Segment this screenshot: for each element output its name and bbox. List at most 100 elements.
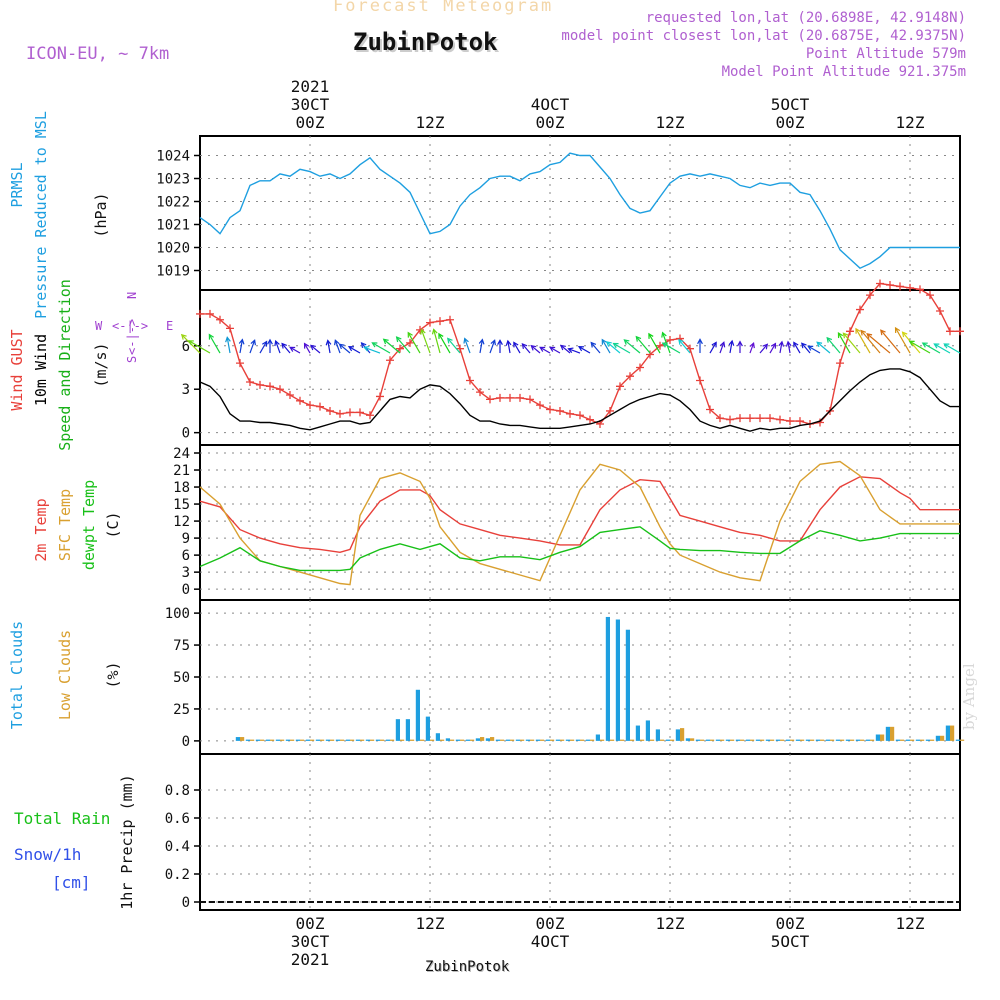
top-axis-label: 5OCT	[771, 95, 810, 114]
cloud-bar	[815, 739, 820, 741]
series-line	[199, 368, 960, 432]
cloud-bar	[600, 739, 605, 741]
y-tick-label: 24	[173, 446, 190, 462]
wind-arrow-head	[880, 329, 886, 336]
wind-arrow	[934, 343, 951, 354]
precip-unit: 1hr Precip (mm)	[118, 774, 136, 909]
gust-marker	[736, 414, 744, 423]
wind-arrow-head	[539, 346, 546, 352]
y-tick-label: 3	[182, 382, 190, 398]
wind-arrow-head	[921, 342, 928, 348]
gust-marker	[236, 359, 244, 368]
clouds-unit: (%)	[104, 661, 122, 688]
wind-arrow-head	[261, 340, 268, 347]
wind-arrow-head	[180, 333, 187, 340]
cloud-bar	[470, 739, 475, 741]
cloud-bar	[945, 725, 950, 741]
y-tick-label: 12	[173, 514, 190, 530]
panels: 1019102010211022102310240360369121518212…	[156, 135, 965, 911]
pressure-unit: (hPa)	[92, 192, 110, 237]
wind-arrow	[447, 338, 461, 354]
wind-arrow	[364, 346, 381, 354]
wind-arrow-head	[770, 342, 777, 349]
wind-arrow	[855, 328, 871, 354]
cloud-bar	[770, 739, 775, 741]
wind-arrow-head	[826, 336, 833, 343]
cloud-bar	[560, 739, 565, 741]
cloud-bar	[255, 739, 260, 741]
wind-arrow-head	[513, 341, 519, 348]
y-tick-label: 0	[182, 734, 190, 750]
cloud-bar	[790, 739, 795, 741]
cloud-bar	[800, 739, 805, 741]
wind-arrow	[779, 341, 783, 354]
wind-arrow-head	[238, 338, 245, 345]
wind-arrow-head	[648, 332, 654, 339]
gust-marker	[906, 283, 914, 292]
wind-arrow-head	[521, 343, 528, 350]
cloud-bar	[905, 739, 910, 741]
wind-arrow-head	[711, 341, 717, 348]
gust-marker	[866, 291, 874, 300]
temp-unit: (C)	[104, 511, 122, 538]
wind-arrow	[334, 340, 341, 354]
panel-pressure: 1019 1020 1021 1022 1023 1024	[156, 135, 961, 291]
cloud-bar	[265, 739, 270, 741]
cloud-bar	[250, 739, 255, 741]
wind-arrow	[793, 342, 801, 354]
wind-arrow-head	[807, 345, 814, 351]
series-line	[199, 460, 960, 586]
wind-arrow	[678, 339, 691, 354]
cloud-bar	[775, 739, 780, 741]
wind-arrow	[578, 346, 591, 354]
wind-arrow-head	[762, 343, 769, 350]
gust-marker	[646, 350, 654, 359]
wind-arrow	[719, 342, 725, 354]
cloud-bar	[510, 739, 515, 741]
wind-arrow-head	[560, 344, 566, 351]
gust-marker	[276, 385, 284, 394]
series-line	[199, 152, 960, 270]
cloud-bar	[675, 729, 680, 741]
gust-marker	[366, 411, 374, 420]
wind-arrow-head	[208, 333, 214, 340]
cloud-bar	[715, 739, 720, 741]
cloud-bar	[605, 616, 610, 741]
cloud-bar	[580, 739, 585, 741]
gust-marker	[196, 309, 204, 318]
wind-arrow-head	[395, 336, 402, 343]
gust-marker	[486, 395, 494, 404]
cloud-bar	[395, 719, 400, 741]
wind-arrow-head	[816, 341, 823, 348]
cloud-bar	[950, 725, 955, 741]
cloud-bar	[710, 739, 715, 741]
bottom-axis-label: 00Z	[776, 914, 805, 933]
bottom-axis-label: 00Z	[536, 914, 565, 933]
cloud-bar	[845, 739, 850, 741]
wind-arrow-head	[785, 340, 792, 347]
wind-arrow-head	[497, 339, 503, 345]
wind-arrow	[348, 346, 361, 354]
gust-marker	[686, 344, 694, 353]
cloud-bar	[795, 739, 800, 741]
cloud-bar	[865, 739, 870, 741]
wind-arrow-head	[749, 342, 755, 349]
gust-marker	[536, 401, 544, 410]
wind-arrow	[549, 346, 561, 354]
wind-arrow-head	[334, 339, 340, 346]
cloud-bar	[875, 734, 880, 741]
gust-marker	[636, 363, 644, 372]
gust-marker	[546, 405, 554, 414]
pressure-label: Pressure Reduced to MSL	[32, 111, 50, 319]
top-axis-label: 00Z	[776, 113, 805, 132]
gust-marker	[756, 414, 764, 423]
cloud-bar	[670, 739, 675, 741]
top-axis-label: 30CT	[291, 95, 330, 114]
wind-arrow	[521, 343, 531, 354]
gust-marker	[876, 279, 884, 288]
cloud-bar	[750, 739, 755, 741]
wind-arrow-head	[338, 343, 345, 350]
y-tick-label: 0	[182, 582, 190, 598]
wind-arrow	[438, 333, 451, 354]
